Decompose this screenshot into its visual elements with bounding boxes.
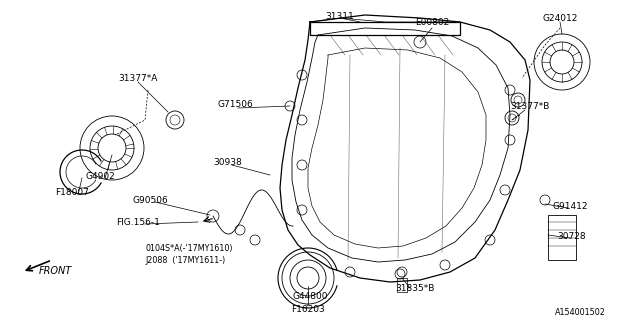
Text: F18007: F18007: [55, 188, 89, 197]
Text: G24012: G24012: [542, 14, 578, 23]
Text: 30938: 30938: [214, 158, 243, 167]
Text: 0104S*A(-'17MY1610): 0104S*A(-'17MY1610): [145, 244, 232, 253]
Text: 30728: 30728: [557, 232, 586, 241]
Bar: [548, 215, 576, 260]
Text: FRONT: FRONT: [38, 266, 72, 276]
Text: G90506: G90506: [132, 196, 168, 205]
Text: 31377*A: 31377*A: [118, 74, 157, 83]
Text: 31835*B: 31835*B: [396, 284, 435, 293]
Text: E00802: E00802: [415, 18, 449, 27]
Text: 31311: 31311: [326, 12, 355, 21]
Text: F16203: F16203: [291, 305, 325, 314]
Text: 31377*B: 31377*B: [510, 102, 550, 111]
Text: FIG.156-1: FIG.156-1: [116, 218, 160, 227]
Text: A154001502: A154001502: [555, 308, 605, 317]
Text: J2088  ('17MY1611-): J2088 ('17MY1611-): [145, 256, 225, 265]
Text: G91412: G91412: [552, 202, 588, 211]
Bar: [397, 278, 407, 292]
Text: G71506: G71506: [217, 100, 253, 109]
Text: G4902: G4902: [85, 172, 115, 181]
Text: G44800: G44800: [292, 292, 328, 301]
